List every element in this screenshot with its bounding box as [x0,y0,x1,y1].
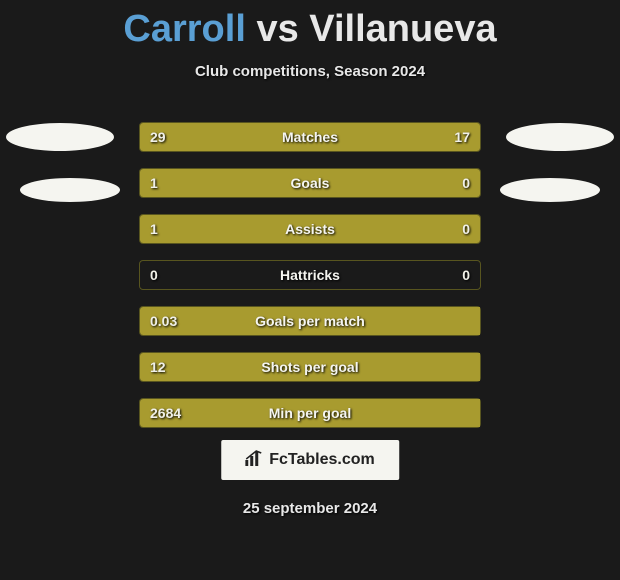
page-title: Carroll vs Villanueva [0,0,620,51]
stat-row: Goals10 [139,168,481,198]
decorative-ellipse [506,123,614,151]
player1-name: Carroll [123,8,245,50]
decorative-ellipse [6,123,114,151]
decorative-ellipse [20,178,120,202]
bar-left-fill [140,215,398,243]
stat-row: Goals per match0.03 [139,306,481,336]
bar-left-fill [140,399,480,427]
stat-row: Hattricks0 0 [139,260,481,290]
player2-name: Villanueva [309,8,496,50]
bar-left-fill [140,353,480,381]
stat-value-right: 0 [462,261,470,289]
bar-right-fill [398,215,480,243]
stat-label: Hattricks [140,261,480,289]
brand-badge: FcTables.com [221,440,399,480]
decorative-ellipse [500,178,600,202]
stat-row: Min per goal2684 [139,398,481,428]
stat-row: Shots per goal12 [139,352,481,382]
stat-row: Assists10 [139,214,481,244]
brand-text: FcTables.com [269,451,375,469]
stat-row: Matches2917 [139,122,481,152]
bar-right-fill [347,123,480,151]
comparison-chart: Matches2917 Goals10 Assists10 Hattricks0 0 Go… [139,122,481,444]
vs-text: vs [256,8,298,50]
subtitle: Club competitions, Season 2024 [0,63,620,80]
bar-left-fill [140,307,480,335]
bar-right-fill [398,169,480,197]
footer-date: 25 september 2024 [0,500,620,517]
stat-value-left: 0 [150,261,158,289]
chart-icon [245,450,263,470]
bar-left-fill [140,169,398,197]
bar-left-fill [140,123,347,151]
